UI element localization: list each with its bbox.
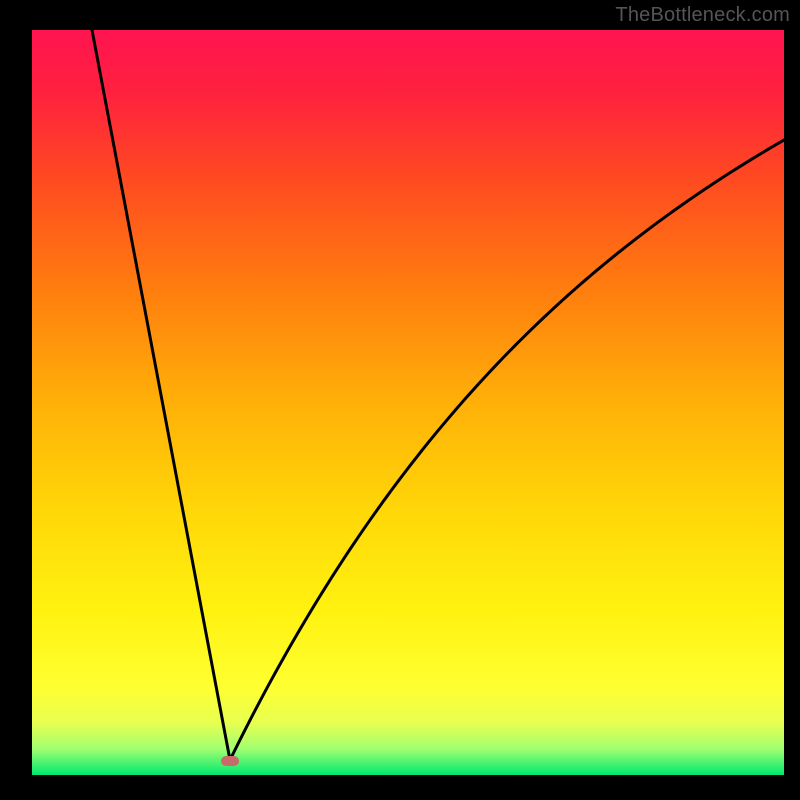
attribution-text: TheBottleneck.com	[615, 4, 790, 27]
minimum-marker	[221, 756, 239, 766]
plot-area	[32, 30, 784, 775]
curve-line	[32, 30, 784, 775]
chart-container: TheBottleneck.com	[0, 0, 800, 800]
